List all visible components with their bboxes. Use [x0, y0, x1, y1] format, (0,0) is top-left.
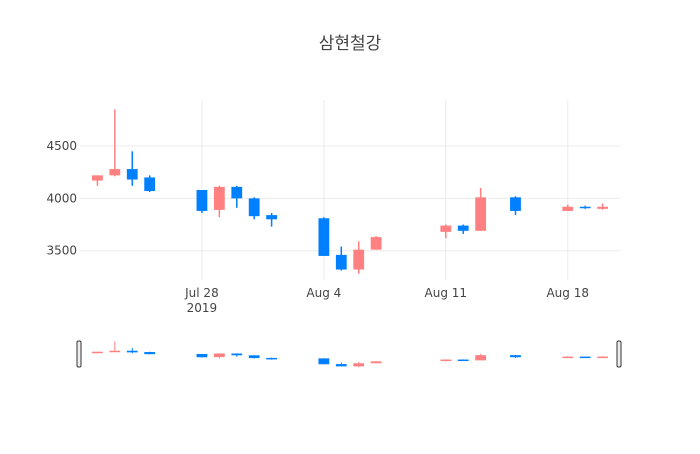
y-tick-label: 4000 [46, 191, 77, 205]
candles [92, 109, 608, 274]
candle-down[interactable] [248, 197, 260, 220]
slider-candle-body [213, 353, 225, 358]
range-slider[interactable] [76, 340, 622, 368]
slider-candle [579, 356, 591, 359]
candle-body [266, 215, 278, 220]
slider-candle-body [440, 359, 452, 362]
y-tick-label: 4500 [46, 139, 77, 153]
slider-candle [318, 358, 330, 365]
slider-candle-body [109, 350, 121, 353]
slider-candle-body [266, 357, 278, 360]
slider-candle [510, 354, 521, 358]
candle-up[interactable] [213, 185, 225, 218]
candle-down[interactable] [196, 190, 208, 214]
candle-down[interactable] [457, 224, 469, 234]
candle-body [597, 206, 608, 209]
slider-candle [248, 355, 260, 359]
candle-up[interactable] [92, 175, 103, 186]
candle-body [475, 197, 487, 231]
x-tick-label: Jul 28 [184, 286, 219, 300]
candle-down[interactable] [126, 151, 138, 186]
candle-body [196, 190, 208, 211]
candle-body [335, 254, 347, 270]
slider-candle-body [597, 356, 608, 359]
slider-candle [231, 353, 243, 357]
candle-body [457, 225, 469, 231]
candle-body [579, 206, 591, 209]
candle-body [213, 186, 225, 210]
slider-candle-body [231, 353, 243, 356]
candle-down[interactable] [510, 196, 521, 216]
slider-candle [562, 356, 574, 359]
candle-body [562, 206, 574, 211]
candle-body [353, 249, 365, 270]
slider-candle-body [353, 363, 365, 367]
x-tick-label: Aug 11 [425, 286, 468, 300]
slider-candle-body [562, 356, 574, 359]
slider-candle-body [370, 361, 382, 364]
slider-candle-body [126, 350, 138, 353]
slider-candle-body [475, 355, 487, 361]
range-slider-right-handle[interactable] [616, 340, 622, 368]
candle-up[interactable] [440, 224, 452, 239]
slider-candle [370, 361, 382, 364]
slider-candle-body [248, 355, 260, 359]
candle-body [440, 225, 452, 232]
slider-candle [353, 361, 365, 368]
slider-candle [440, 359, 452, 362]
slider-candle-body [144, 352, 156, 355]
candle-down[interactable] [318, 217, 330, 256]
slider-candle [335, 362, 347, 367]
slider-candle [213, 353, 225, 359]
range-slider-left-handle[interactable] [76, 340, 82, 368]
candle-up[interactable] [370, 236, 382, 250]
slider-candle [126, 347, 138, 354]
candle-up[interactable] [475, 187, 487, 231]
slider-candle [597, 356, 608, 359]
candle-up[interactable] [562, 204, 574, 211]
candle-up[interactable] [353, 241, 365, 274]
candle-up[interactable] [109, 109, 121, 177]
slider-candle-body [510, 355, 521, 358]
candle-body [231, 186, 243, 199]
candle-up[interactable] [597, 203, 608, 210]
candle-body [248, 198, 260, 217]
slider-candle [457, 359, 469, 362]
slider-candle-body [457, 359, 469, 362]
slider-candle-body [579, 356, 591, 359]
candle-down[interactable] [266, 213, 278, 227]
candle-body [144, 177, 156, 192]
slider-candle [92, 351, 103, 354]
candle-body [109, 169, 121, 176]
x-tick-sublabel: 2019 [187, 301, 218, 315]
slider-candle-body [92, 351, 103, 354]
candle-body [126, 169, 138, 180]
y-tick-label: 3500 [46, 244, 77, 258]
slider-candle [196, 354, 208, 358]
x-tick-label: Aug 18 [546, 286, 589, 300]
slider-candle [475, 353, 487, 361]
candle-down[interactable] [144, 175, 156, 193]
chart-title: 삼현철강 [319, 34, 382, 54]
slider-candle-body [335, 364, 347, 367]
candle-down[interactable] [335, 246, 347, 271]
candle-body [92, 175, 103, 181]
slider-candle-body [196, 354, 208, 358]
gridlines [80, 100, 620, 280]
candle-body [370, 237, 382, 250]
slider-candle-body [318, 358, 330, 365]
candle-down[interactable] [231, 185, 243, 208]
candle-body [318, 218, 330, 256]
slider-candle [109, 341, 121, 353]
slider-candle [144, 351, 156, 355]
x-tick-label: Aug 4 [306, 286, 341, 300]
slider-candle [266, 357, 278, 360]
candle-body [510, 197, 521, 211]
candle-down[interactable] [579, 205, 591, 209]
